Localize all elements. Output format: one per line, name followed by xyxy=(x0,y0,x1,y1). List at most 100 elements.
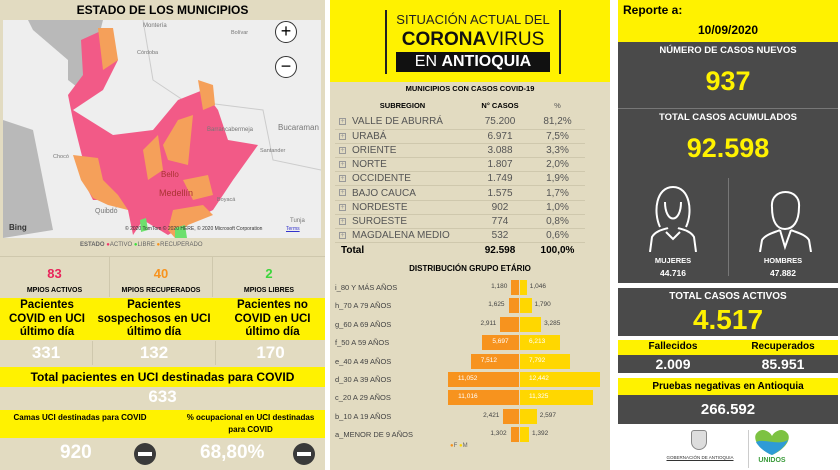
pct-cell: 0,8% xyxy=(530,214,585,230)
col-casos[interactable]: N° CASOS xyxy=(481,101,519,110)
camas-header: Camas UCI destinadas para COVID xyxy=(13,413,147,422)
bar-m[interactable] xyxy=(520,390,593,406)
table-row[interactable]: + NORTE 1.807 2,0% xyxy=(335,157,585,173)
expand-icon[interactable]: + xyxy=(339,217,346,225)
men-label: HOMBRES xyxy=(763,256,803,265)
pct-cell: 1,9% xyxy=(530,171,585,187)
bar-value-label: 1,392 xyxy=(531,430,549,438)
stat-value: 40 xyxy=(153,266,169,281)
bar-value-label: 7,792 xyxy=(529,356,546,364)
bar-f[interactable] xyxy=(447,372,519,387)
region-libre xyxy=(140,218,148,232)
map[interactable]: Montería Bolívar Córdoba Barrancabermeja… xyxy=(3,20,321,238)
banner-bar-left xyxy=(385,10,387,74)
deaths-recovered-values: 2.009 85.951 xyxy=(618,355,838,373)
expand-icon[interactable]: + xyxy=(339,231,346,239)
map-place-label: Barrancabermeja xyxy=(207,127,254,133)
stat-label: MPIOS LIBRES xyxy=(243,287,295,294)
subregion-name: VALLE DE ABURRÁ xyxy=(352,116,443,128)
table-row[interactable]: + VALLE DE ABURRÁ 75.200 81,2% xyxy=(335,115,585,130)
bar-f[interactable] xyxy=(510,427,519,443)
active-box: TOTAL CASOS ACTIVOS 4.517 xyxy=(618,288,838,336)
table-row[interactable]: + MAGDALENA MEDIO 532 0,6% xyxy=(335,228,585,244)
stat-label: MPIOS RECUPERADOS xyxy=(121,287,201,294)
map-title: ESTADO DE LOS MUNICIPIOS xyxy=(76,3,249,17)
bar-f[interactable] xyxy=(511,280,519,295)
expand-icon[interactable]: + xyxy=(339,146,346,154)
map-place-label: Boyacá xyxy=(217,197,236,203)
bar-m[interactable] xyxy=(520,316,542,332)
ocupacion-header: % ocupacional en UCI destinadas para COV… xyxy=(186,413,315,434)
zoom-out-button[interactable]: − xyxy=(275,56,297,78)
table-row[interactable]: + NORDESTE 902 1,0% xyxy=(335,200,585,215)
subregion-name: ORIENTE xyxy=(352,144,397,156)
bar-value-label: 1,625 xyxy=(488,301,505,309)
region-recuperado xyxy=(98,28,118,70)
bar-f[interactable] xyxy=(503,408,519,424)
bar-f[interactable] xyxy=(470,353,519,369)
subregion-cell: + NORDESTE xyxy=(335,200,470,215)
bar-m[interactable] xyxy=(520,335,560,351)
col-pct[interactable]: % xyxy=(554,101,561,110)
chart-legend: ●F ●M xyxy=(450,443,468,449)
expand-icon[interactable]: + xyxy=(339,118,346,126)
bar-f[interactable] xyxy=(508,298,519,314)
banner: SITUACIÓN ACTUAL DEL CORONAVIRUS EN ANTI… xyxy=(330,0,610,82)
total-label: Total xyxy=(341,245,365,257)
unidos-text: UNIDOS xyxy=(758,457,786,464)
age-category-label: i_80 Y MÁS AÑOS xyxy=(335,283,398,292)
coat-of-arms-icon xyxy=(691,430,707,450)
table-row[interactable]: + ORIENTE 3.088 3,3% xyxy=(335,143,585,159)
table-row[interactable]: + SUROESTE 774 0,8% xyxy=(335,214,585,230)
expand-icon[interactable]: + xyxy=(339,203,346,211)
region-activo xyxy=(68,30,258,235)
bar-value-label: 2,911 xyxy=(480,319,497,327)
bar-value-label: 11,325 xyxy=(529,393,549,401)
expand-icon[interactable]: + xyxy=(339,161,346,169)
stat-value: 83 xyxy=(47,266,62,281)
bar-m[interactable] xyxy=(520,353,571,369)
expand-icon[interactable]: + xyxy=(339,189,346,197)
subregion-name: NORTE xyxy=(352,159,387,171)
bar-f[interactable] xyxy=(500,316,519,332)
map-place-label: Bello xyxy=(161,170,179,179)
new-cases-label: NÚMERO DE CASOS NUEVOS xyxy=(659,45,797,56)
terms-link[interactable]: Terms xyxy=(286,226,300,232)
casos-cell: 3.088 xyxy=(470,143,530,159)
bar-value-label: 12,442 xyxy=(529,375,549,382)
bar-f[interactable] xyxy=(482,335,519,351)
uci-covid-value: 331 xyxy=(31,343,61,362)
bar-m[interactable] xyxy=(520,408,537,424)
bar-m[interactable] xyxy=(520,427,529,443)
age-category-label: c_20 A 29 AÑOS xyxy=(335,393,391,403)
pct-cell: 0,6% xyxy=(530,228,585,244)
stat-value: 2 xyxy=(265,266,273,281)
chart-title: DISTRIBUCIÓN GRUPO ETÁRIO xyxy=(409,264,531,273)
total-cases-label: TOTAL CASOS ACUMULADOS xyxy=(659,112,797,123)
table-row[interactable]: + BAJO CAUCA 1.575 1,7% xyxy=(335,185,585,201)
bar-f[interactable] xyxy=(448,390,519,406)
gobernacion-logo: GOBERNACIÓN DE ANTIOQUIA xyxy=(655,430,745,466)
region-libre xyxy=(175,225,187,238)
age-category-label: h_70 A 79 AÑOS xyxy=(335,301,392,311)
bar-m[interactable] xyxy=(520,298,532,314)
uci-header-band xyxy=(0,298,325,340)
col-subregion[interactable]: SUBREGION xyxy=(379,101,426,110)
bar-m[interactable] xyxy=(520,372,600,387)
bar-m[interactable] xyxy=(520,280,527,295)
banner-line2: CORONAVIRUS xyxy=(390,29,556,51)
banner-line3: EN ANTIOQUIA xyxy=(396,52,550,72)
zoom-in-button[interactable]: + xyxy=(275,21,297,43)
active-label: TOTAL CASOS ACTIVOS xyxy=(669,291,787,302)
legend-recuperado: RECUPERADO xyxy=(160,242,203,248)
casos-cell: 532 xyxy=(470,228,530,244)
table-row[interactable]: + OCCIDENTE 1.749 1,9% xyxy=(335,171,585,187)
bing-logo: Bing xyxy=(9,223,27,232)
stat-activos: 83 MPIOS ACTIVOS xyxy=(0,256,110,297)
report-label: Reporte a: xyxy=(623,3,683,17)
expand-icon[interactable]: + xyxy=(339,175,346,183)
expand-icon[interactable]: + xyxy=(339,132,346,140)
bar-value-label: 2,597 xyxy=(539,411,556,419)
table-row[interactable]: + URABÁ 6.971 7,5% xyxy=(335,129,585,144)
age-category-label: a_MENOR DE 9 AÑOS xyxy=(335,430,413,440)
